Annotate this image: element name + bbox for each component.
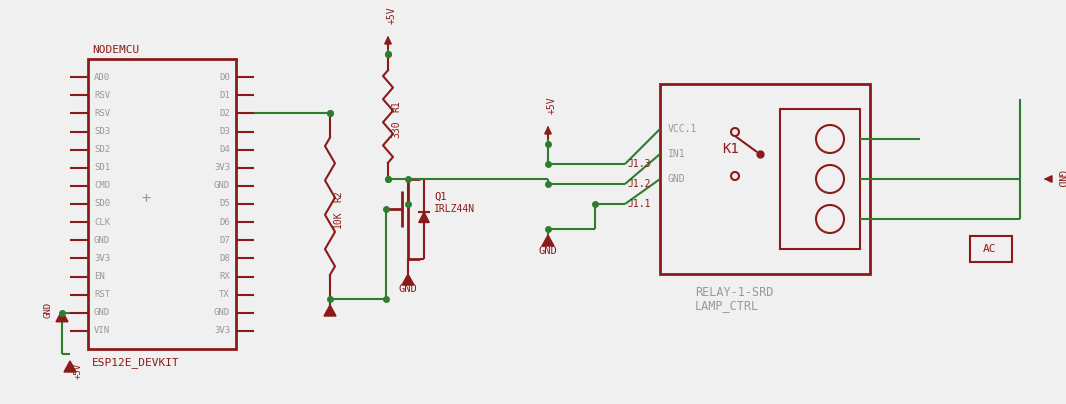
Text: +5V: +5V (74, 363, 82, 379)
Bar (970, 236, 1012, 262)
Text: IRLZ44N: IRLZ44N (434, 204, 475, 214)
Polygon shape (419, 212, 430, 223)
Text: RSV: RSV (94, 91, 110, 100)
Text: D3: D3 (220, 127, 230, 136)
Text: GND: GND (1056, 170, 1066, 188)
Text: 3V3: 3V3 (214, 163, 230, 172)
Text: SD2: SD2 (94, 145, 110, 154)
Bar (88, 59, 236, 349)
Text: SD0: SD0 (94, 200, 110, 208)
Text: GND: GND (538, 246, 558, 256)
Bar (660, 84, 870, 274)
Text: K1: K1 (722, 142, 739, 156)
Text: NODEMCU: NODEMCU (92, 45, 140, 55)
Text: 10K: 10K (333, 210, 343, 228)
Text: D7: D7 (220, 236, 230, 245)
Circle shape (731, 172, 739, 180)
Polygon shape (402, 274, 414, 285)
Bar (780, 109, 860, 249)
Text: RST: RST (94, 290, 110, 299)
Circle shape (815, 205, 844, 233)
Text: GND: GND (214, 181, 230, 190)
Text: RSV: RSV (94, 109, 110, 118)
Text: RX: RX (220, 272, 230, 281)
Text: D2: D2 (220, 109, 230, 118)
Text: 3V3: 3V3 (94, 254, 110, 263)
Circle shape (815, 165, 844, 193)
Text: J1.2: J1.2 (627, 179, 650, 189)
Text: +: + (142, 191, 150, 206)
Text: J1.3: J1.3 (627, 159, 650, 169)
Circle shape (731, 128, 739, 136)
Text: TX: TX (220, 290, 230, 299)
Polygon shape (324, 305, 336, 316)
Text: D6: D6 (220, 218, 230, 227)
Text: SD3: SD3 (94, 127, 110, 136)
Text: LAMP_CTRL: LAMP_CTRL (695, 299, 759, 313)
Text: D1: D1 (220, 91, 230, 100)
Text: J1.1: J1.1 (627, 199, 650, 209)
Text: GND: GND (44, 302, 52, 318)
Text: R1: R1 (391, 101, 401, 112)
Text: ESP12E_DEVKIT: ESP12E_DEVKIT (92, 358, 180, 368)
Text: +5V: +5V (547, 97, 558, 114)
Text: +5V: +5V (387, 6, 397, 24)
Text: D8: D8 (220, 254, 230, 263)
Text: VCC.1: VCC.1 (668, 124, 697, 134)
Text: AD0: AD0 (94, 73, 110, 82)
Text: RELAY-1-SRD: RELAY-1-SRD (695, 286, 773, 299)
Text: GND: GND (94, 236, 110, 245)
Text: GND: GND (94, 308, 110, 317)
Text: D4: D4 (220, 145, 230, 154)
Text: CMD: CMD (94, 181, 110, 190)
Text: GND: GND (668, 174, 685, 184)
Polygon shape (56, 311, 68, 322)
Text: D0: D0 (220, 73, 230, 82)
Text: D5: D5 (220, 200, 230, 208)
Polygon shape (64, 361, 76, 372)
Text: VIN: VIN (94, 326, 110, 335)
Text: EN: EN (94, 272, 104, 281)
Text: GND: GND (214, 308, 230, 317)
Text: IN1: IN1 (668, 149, 685, 159)
Text: AC: AC (983, 244, 997, 254)
Text: GND: GND (399, 284, 418, 294)
Text: SD1: SD1 (94, 163, 110, 172)
Text: 330: 330 (391, 120, 401, 138)
Text: CLK: CLK (94, 218, 110, 227)
Polygon shape (542, 235, 554, 246)
Text: R2: R2 (333, 190, 343, 202)
Text: Q1: Q1 (434, 192, 447, 202)
Text: 3V3: 3V3 (214, 326, 230, 335)
Circle shape (815, 125, 844, 153)
